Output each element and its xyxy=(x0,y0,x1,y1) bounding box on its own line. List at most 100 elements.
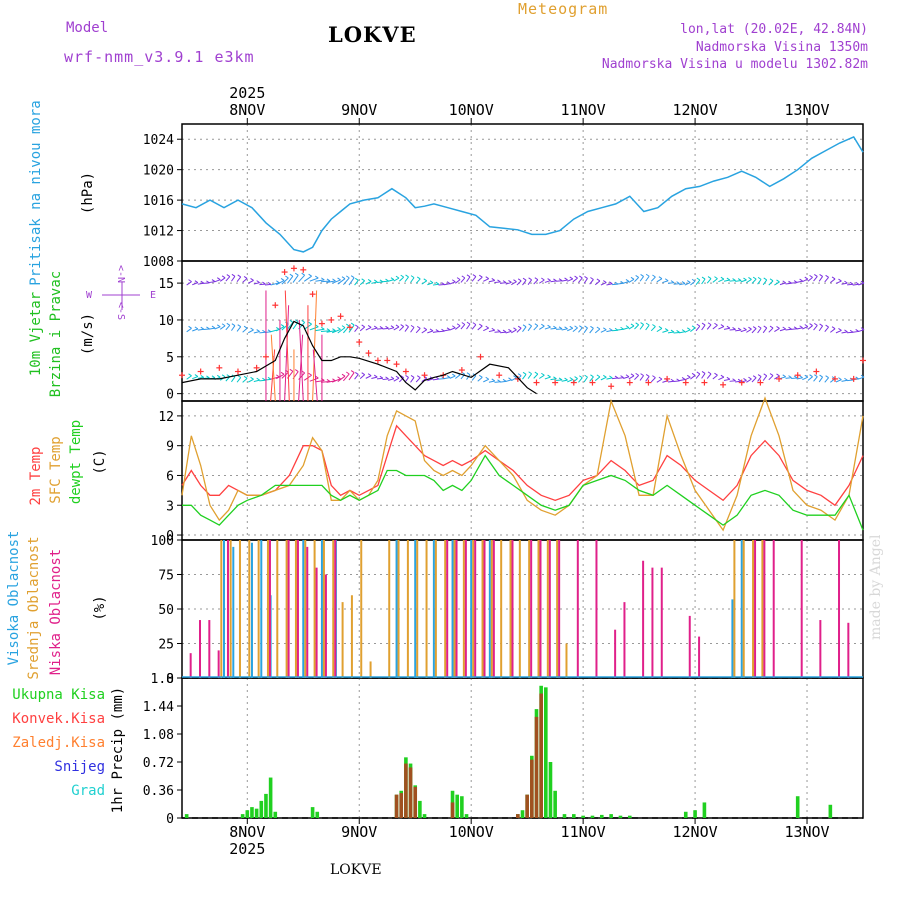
wind-arrow-head xyxy=(541,277,545,281)
wind-arrow-head xyxy=(681,329,686,333)
wind-arrow xyxy=(533,373,539,379)
wind-arrow-head xyxy=(553,278,557,282)
wind-arrow-head xyxy=(345,323,350,327)
wind-arrow-head xyxy=(793,326,798,330)
wind-arrow-head xyxy=(720,374,725,378)
wind-arrow-head xyxy=(289,368,294,372)
wind-arrow-head xyxy=(574,376,578,379)
wind-arrow xyxy=(236,326,242,332)
wind-arrow xyxy=(527,279,533,285)
precip-bar xyxy=(609,814,613,818)
gust-arrow xyxy=(312,349,318,402)
wind-arrow-head xyxy=(720,324,725,328)
wind-arrow xyxy=(858,329,865,333)
wind-arrow xyxy=(388,378,395,381)
wind-arrow-head xyxy=(564,326,568,330)
wind-arrow-head xyxy=(737,378,742,382)
wind-arrow-head xyxy=(664,278,669,282)
wind-arrow-head xyxy=(361,324,365,328)
wind-arrow xyxy=(404,276,409,283)
wind-arrow-head xyxy=(763,373,768,377)
precip-bar xyxy=(245,810,250,818)
wind-arrow xyxy=(650,276,656,282)
wind-arrow xyxy=(253,379,260,383)
wind-arrow-head xyxy=(809,323,813,326)
meteogram-label: Meteogram xyxy=(518,0,609,18)
wind-arrow-head xyxy=(188,325,192,329)
wind-arrow xyxy=(371,327,378,330)
wind-arrow-head xyxy=(635,322,639,326)
wind-arrow-head xyxy=(231,273,236,277)
wind-arrow xyxy=(818,325,824,332)
precip-bar xyxy=(254,808,259,818)
wind-arrow xyxy=(248,329,254,334)
wind-arrow xyxy=(628,325,635,330)
y-tick-label: 0 xyxy=(166,529,174,544)
wind-arrow-head xyxy=(294,369,299,372)
wind-arrow xyxy=(393,326,400,331)
x-tick-label-bottom: 9NOV xyxy=(341,823,377,841)
wind-arrow xyxy=(522,326,527,332)
wind-arrow xyxy=(679,378,686,382)
wind-arrow-head xyxy=(451,279,456,283)
wind-arrow xyxy=(281,323,289,331)
wind-arrow-head xyxy=(243,375,248,379)
wind-arrow-head xyxy=(390,376,395,380)
wind-arrow-head xyxy=(687,327,691,331)
wind-arrow-head xyxy=(645,273,650,277)
cloud-axis-title-low: Niska Oblacnost xyxy=(48,549,64,675)
wind-arrow-head xyxy=(819,323,823,327)
wind-arrow-head xyxy=(491,327,496,331)
wind-arrow xyxy=(309,377,319,382)
wind-arrow xyxy=(376,281,383,284)
wind-arrow xyxy=(337,278,346,285)
precip-legend-2: Zaledj.Kisa xyxy=(12,735,105,751)
wind-arrow-head xyxy=(429,280,434,284)
precip-bar xyxy=(259,800,264,818)
wind-arrow xyxy=(466,323,471,330)
gust-arrow xyxy=(270,349,276,402)
wind-arrow xyxy=(802,376,809,381)
wind-arrow xyxy=(779,376,786,380)
wind-arrow-head xyxy=(194,374,199,377)
wind-arrow xyxy=(673,380,680,382)
wind-arrow-head xyxy=(737,327,742,331)
wind-arrow-head xyxy=(373,325,378,329)
precip-series-1 xyxy=(394,693,543,818)
wind-arrow xyxy=(511,281,517,286)
wind-arrow-head xyxy=(782,326,786,330)
wind-arrow-head xyxy=(326,328,331,332)
wind-arrow xyxy=(438,284,445,286)
precip-bar xyxy=(562,814,567,818)
wind-arrow xyxy=(259,379,266,382)
wind-arrow xyxy=(634,375,640,381)
wind-arrow-head xyxy=(522,324,527,328)
wind-arrow-head xyxy=(804,276,809,280)
wind-arrow-head xyxy=(809,374,813,378)
wind-arrow-head xyxy=(276,280,280,284)
wind-arrow xyxy=(589,279,594,285)
wind-arrow xyxy=(606,377,613,380)
wind-arrow xyxy=(751,377,757,383)
wind-arrow xyxy=(236,377,242,383)
wind-arrow-head xyxy=(609,327,613,331)
wind-arrow-head xyxy=(243,325,248,329)
wind-arrow xyxy=(315,279,325,282)
precip-bar xyxy=(394,794,399,818)
wind-arrow-head xyxy=(620,375,624,379)
wind-arrow xyxy=(639,375,644,381)
wind-arrow xyxy=(544,280,551,283)
wind-arrow xyxy=(539,374,545,379)
wind-arrow-head xyxy=(670,329,675,333)
wind-arrow xyxy=(298,274,306,283)
wind-arrow-head xyxy=(332,328,336,332)
precip-unit: 1hr Precip (mm) xyxy=(110,687,126,813)
wind-arrow-head xyxy=(788,280,792,284)
y-tick-label: 9 xyxy=(166,440,174,455)
footer-station: LOKVE xyxy=(330,862,382,878)
wind-arrow xyxy=(309,277,319,282)
wind-arrow-head xyxy=(793,280,798,284)
wind-arrow-head xyxy=(825,274,829,278)
wind-arrow xyxy=(343,373,350,382)
